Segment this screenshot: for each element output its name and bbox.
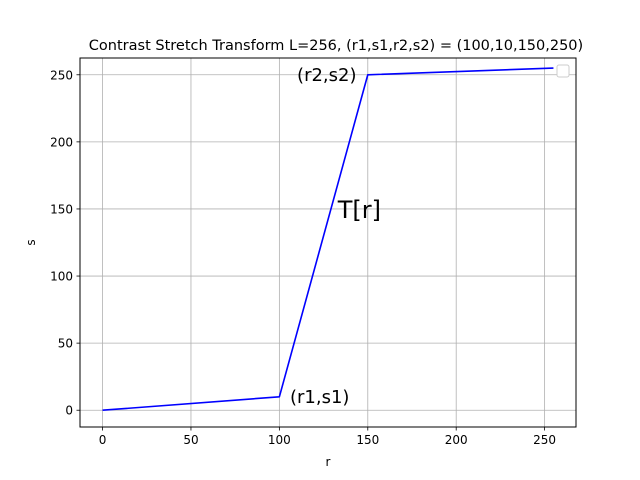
chart-title: Contrast Stretch Transform L=256, (r1,s1… xyxy=(89,38,583,54)
y-tick-label: 150 xyxy=(50,202,73,216)
y-axis-label: s xyxy=(24,239,38,245)
y-tick-label: 250 xyxy=(50,68,73,82)
series-line xyxy=(102,67,554,412)
x-axis-label: r xyxy=(326,455,331,469)
grid xyxy=(80,58,576,427)
annotation-label: (r2,s2) xyxy=(297,65,356,86)
legend-box xyxy=(556,64,570,78)
y-tick-label: 0 xyxy=(65,404,73,418)
y-tick-label: 50 xyxy=(58,337,73,351)
x-tick-label: 50 xyxy=(183,433,198,447)
annotations: (r1,s1) (r2,s2) T[r] xyxy=(290,65,381,408)
x-tick-label: 0 xyxy=(99,433,107,447)
x-tick-label: 150 xyxy=(356,433,379,447)
y-tick-label: 100 xyxy=(50,270,73,284)
ticks: 0 50 100 150 200 250 0 50 100 150 200 250 xyxy=(50,68,556,447)
plot-frame xyxy=(79,57,577,428)
y-tick-label: 200 xyxy=(50,135,73,149)
annotation-label: T[r] xyxy=(337,196,381,224)
x-tick-label: 100 xyxy=(268,433,291,447)
annotation-label: (r1,s1) xyxy=(290,387,349,408)
x-tick-label: 250 xyxy=(533,433,556,447)
x-tick-label: 200 xyxy=(445,433,468,447)
series-layer xyxy=(102,67,554,412)
